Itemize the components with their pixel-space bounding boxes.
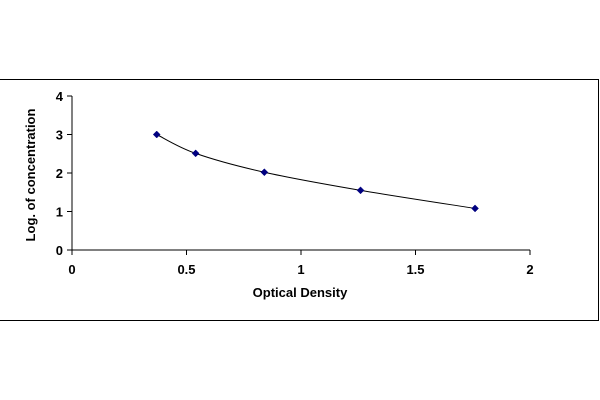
data-point	[260, 168, 269, 177]
y-tick-label: 4	[56, 89, 64, 104]
x-axis-title: Optical Density	[253, 285, 348, 300]
x-tick-label: 1.5	[406, 262, 424, 277]
axes: 0 0.5 1 1.5 2 0 1 2 3 4	[56, 89, 534, 277]
y-tick-label: 3	[56, 128, 63, 143]
data-point	[356, 186, 365, 195]
x-tick-label: 0.5	[177, 262, 195, 277]
x-tick-label: 0	[68, 262, 75, 277]
fit-curve-layer	[156, 134, 476, 209]
fit-curve	[156, 134, 476, 209]
data-point	[471, 204, 479, 213]
chart-frame	[0, 79, 599, 321]
data-points-layer	[152, 130, 479, 213]
y-tick-label: 1	[56, 205, 63, 220]
data-point	[152, 130, 161, 139]
y-axis-title: Log. of concentration	[23, 109, 38, 242]
y-tick-label: 2	[56, 166, 63, 181]
data-point	[191, 149, 200, 158]
y-tick-label: 0	[56, 243, 63, 258]
x-tick-label: 2	[526, 262, 533, 277]
x-tick-label: 1	[297, 262, 304, 277]
